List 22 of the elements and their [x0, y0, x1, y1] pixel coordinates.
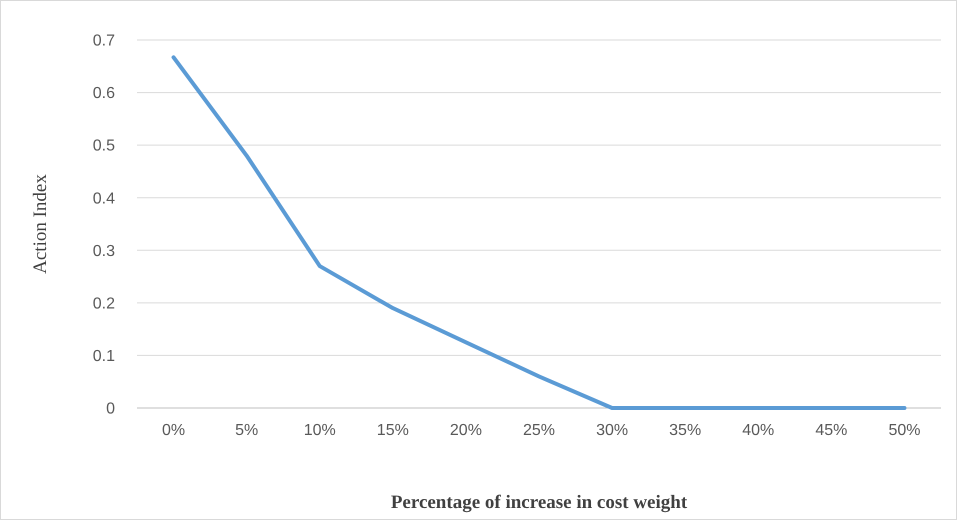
x-tick-label: 35%	[669, 422, 702, 439]
y-tick-label: 0.1	[92, 348, 116, 366]
x-tick-label: 25%	[522, 422, 556, 439]
x-tick-label: 20%	[450, 422, 482, 439]
y-tick-label: 0.3	[92, 242, 116, 260]
y-tick-label: 0.4	[92, 190, 116, 208]
y-axis-title: Action Index	[30, 174, 51, 274]
x-tick-label: 45%	[815, 422, 848, 439]
x-tick-label: 50%	[888, 422, 920, 439]
x-tick-label: 15%	[376, 422, 409, 439]
y-tick-label: 0.7	[92, 32, 116, 50]
y-tick-label: 0.6	[92, 85, 116, 102]
x-tick-label: 0%	[162, 422, 186, 439]
x-tick-label: 5%	[235, 422, 258, 439]
y-tick-label: 0	[106, 400, 116, 418]
x-tick-label: 40%	[742, 422, 774, 439]
x-tick-label: 30%	[596, 422, 628, 439]
x-axis-title: Percentage of increase in cost weight	[390, 492, 688, 513]
x-tick-label: 10%	[304, 422, 336, 439]
y-tick-label: 0.2	[92, 295, 116, 312]
line-series	[172, 55, 906, 410]
y-tick-label: 0.5	[92, 138, 116, 155]
